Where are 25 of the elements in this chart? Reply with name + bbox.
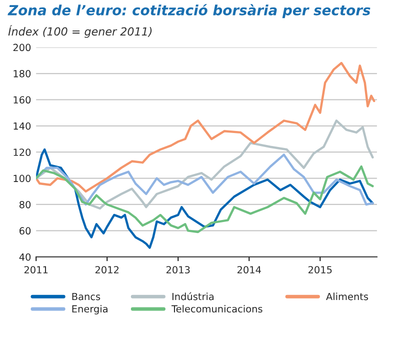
y-tick-label: 160	[14, 96, 31, 104]
x-tick-label: 2014	[237, 266, 261, 274]
x-tick-label: 2012	[95, 266, 118, 274]
legend-label: Energia	[72, 304, 108, 314]
y-tick-label: 60	[20, 227, 31, 235]
line-series	[36, 120, 374, 210]
x-tick-label: 2015	[308, 266, 332, 274]
legend-label: Indústria	[172, 292, 214, 300]
x-tick-label: 2013	[166, 266, 190, 274]
y-tick-label: 140	[14, 122, 31, 130]
legend-label: Bancs	[72, 292, 100, 300]
y-tick-label: 200	[13, 44, 31, 52]
y-tick-label: 180	[14, 70, 31, 78]
y-tick-label: 120	[14, 148, 31, 156]
legend-label: Telecomunicacions	[171, 304, 262, 313]
y-tick-label: 40	[19, 253, 31, 261]
chart-title: Zona de l’euro: cotització borsària per sectors	[8, 4, 370, 18]
x-tick-label: 2011	[24, 266, 48, 274]
y-tick-label: 100	[14, 174, 31, 182]
legend-label: Aliments	[326, 292, 368, 300]
y-tick-label: 80	[20, 200, 31, 208]
chart-subtitle: Índex (100 = gener 2011)	[8, 25, 152, 38]
line-series	[36, 148, 374, 249]
line-series	[36, 62, 376, 192]
line-series	[36, 165, 374, 234]
